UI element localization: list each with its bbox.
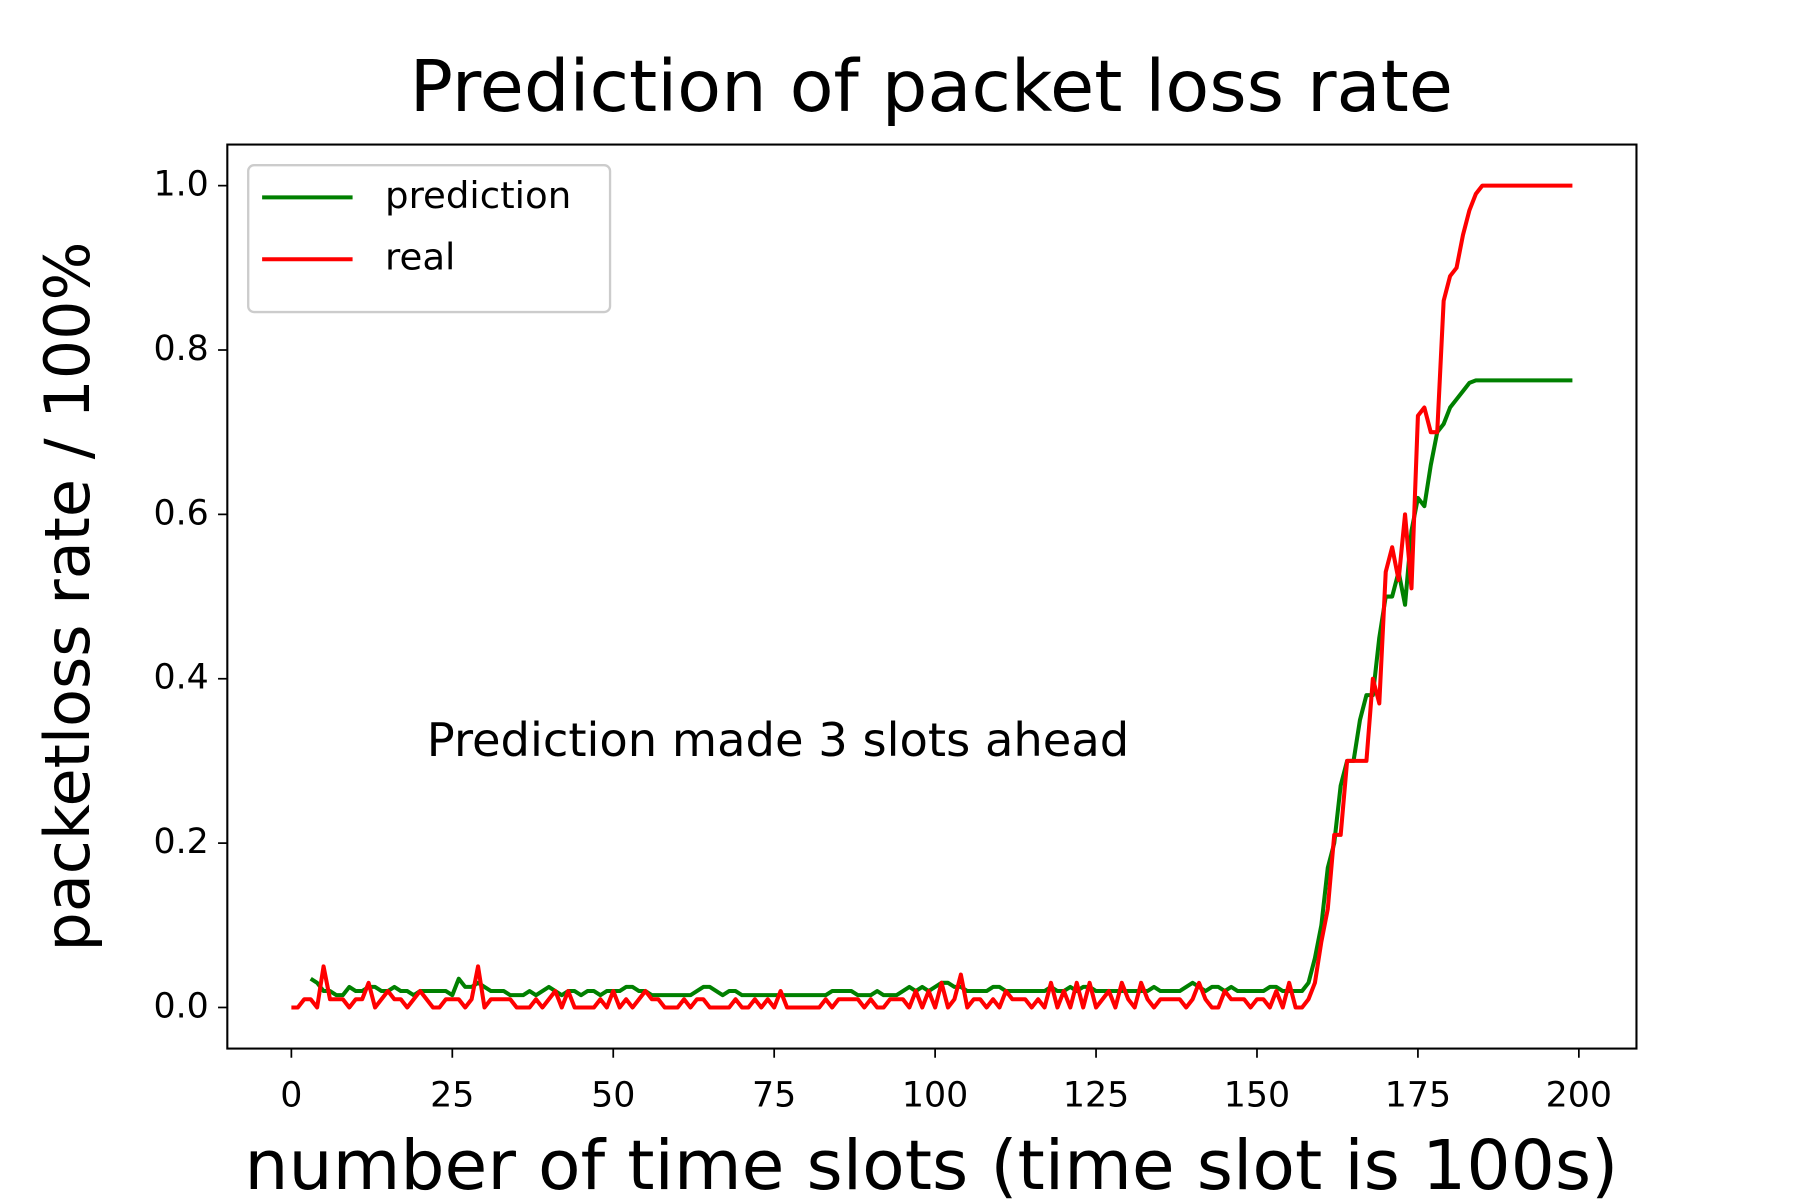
y-tick-label: 1.0 <box>153 165 208 205</box>
chart-title: Prediction of packet loss rate <box>410 46 1453 129</box>
x-tick-label: 75 <box>752 1076 796 1116</box>
legend-box <box>247 164 612 314</box>
annotation: Prediction made 3 slots ahead <box>427 713 1129 767</box>
x-axis-label: number of time slots (time slot is 100s) <box>244 1126 1618 1200</box>
series-line <box>291 183 1573 1010</box>
x-tick-label: 150 <box>1224 1076 1290 1116</box>
y-tick-label: 0.4 <box>153 658 208 698</box>
y-tick-label: 0.0 <box>153 987 208 1027</box>
y-tick-label: 0.2 <box>153 822 208 862</box>
x-tick-label: 200 <box>1546 1076 1612 1116</box>
x-tick-label: 175 <box>1385 1076 1451 1116</box>
y-axis-label: packetloss rate / 100% <box>31 242 104 952</box>
x-tick-label: 25 <box>430 1076 474 1116</box>
legend-label: prediction <box>385 174 571 217</box>
legend-label: real <box>385 236 455 279</box>
x-tick-label: 100 <box>902 1076 968 1116</box>
x-tick-label: 0 <box>280 1076 302 1116</box>
x-tick-label: 125 <box>1063 1076 1129 1116</box>
y-tick-label: 0.6 <box>153 493 208 533</box>
x-tick-label: 50 <box>591 1076 635 1116</box>
y-tick-label: 0.8 <box>153 329 208 369</box>
plot-frame <box>226 143 1638 1050</box>
